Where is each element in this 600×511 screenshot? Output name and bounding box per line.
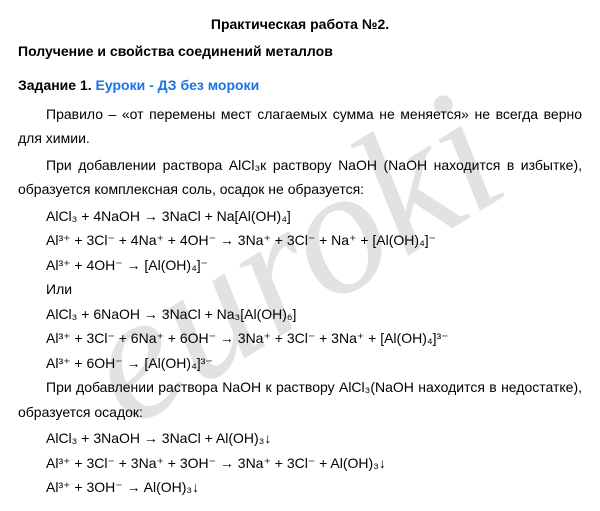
equation-9: Al³⁺ + 3OH⁻ → Al(OH)₃↓ [18, 475, 582, 500]
or-label: Или [18, 277, 582, 302]
paragraph-1: Правило – «от перемены мест слагаемых су… [18, 102, 582, 151]
equation-2: Al³⁺ + 3Cl⁻ + 4Na⁺ + 4OH⁻ → 3Na⁺ + 3Cl⁻ … [18, 228, 582, 253]
equation-7: AlCl₃ + 3NaOH → 3NaCl + Al(OH)₃↓ [18, 426, 582, 451]
equation-6: Al³⁺ + 6OH⁻ → [Al(OH)₄]³⁻ [18, 351, 582, 376]
document-page: Практическая работа №2. Получение и свой… [0, 0, 600, 511]
page-subtitle: Получение и свойства соединений металлов [18, 39, 582, 64]
task-label: Задание 1. [18, 77, 96, 93]
task-source-link[interactable]: Еуроки - ДЗ без мороки [96, 77, 260, 93]
paragraph-3: При добавлении раствора NaOH к раствору … [18, 375, 582, 424]
equation-3: Al³⁺ + 4OH⁻ → [Al(OH)₄]⁻ [18, 253, 582, 278]
page-title: Практическая работа №2. [18, 12, 582, 37]
equation-8: Al³⁺ + 3Cl⁻ + 3Na⁺ + 3OH⁻ → 3Na⁺ + 3Cl⁻ … [18, 451, 582, 476]
paragraph-2: При добавлении раствора AlCl₃к раствору … [18, 153, 582, 202]
equation-5: Al³⁺ + 3Cl⁻ + 6Na⁺ + 6OH⁻ → 3Na⁺ + 3Cl⁻ … [18, 326, 582, 351]
equation-1: AlCl₃ + 4NaOH → 3NaCl + Na[Al(OH)₄] [18, 204, 582, 229]
equation-4: AlCl₃ + 6NaOH → 3NaCl + Na₃[Al(OH)₆] [18, 302, 582, 327]
task-heading: Задание 1. Еуроки - ДЗ без мороки [18, 73, 582, 98]
